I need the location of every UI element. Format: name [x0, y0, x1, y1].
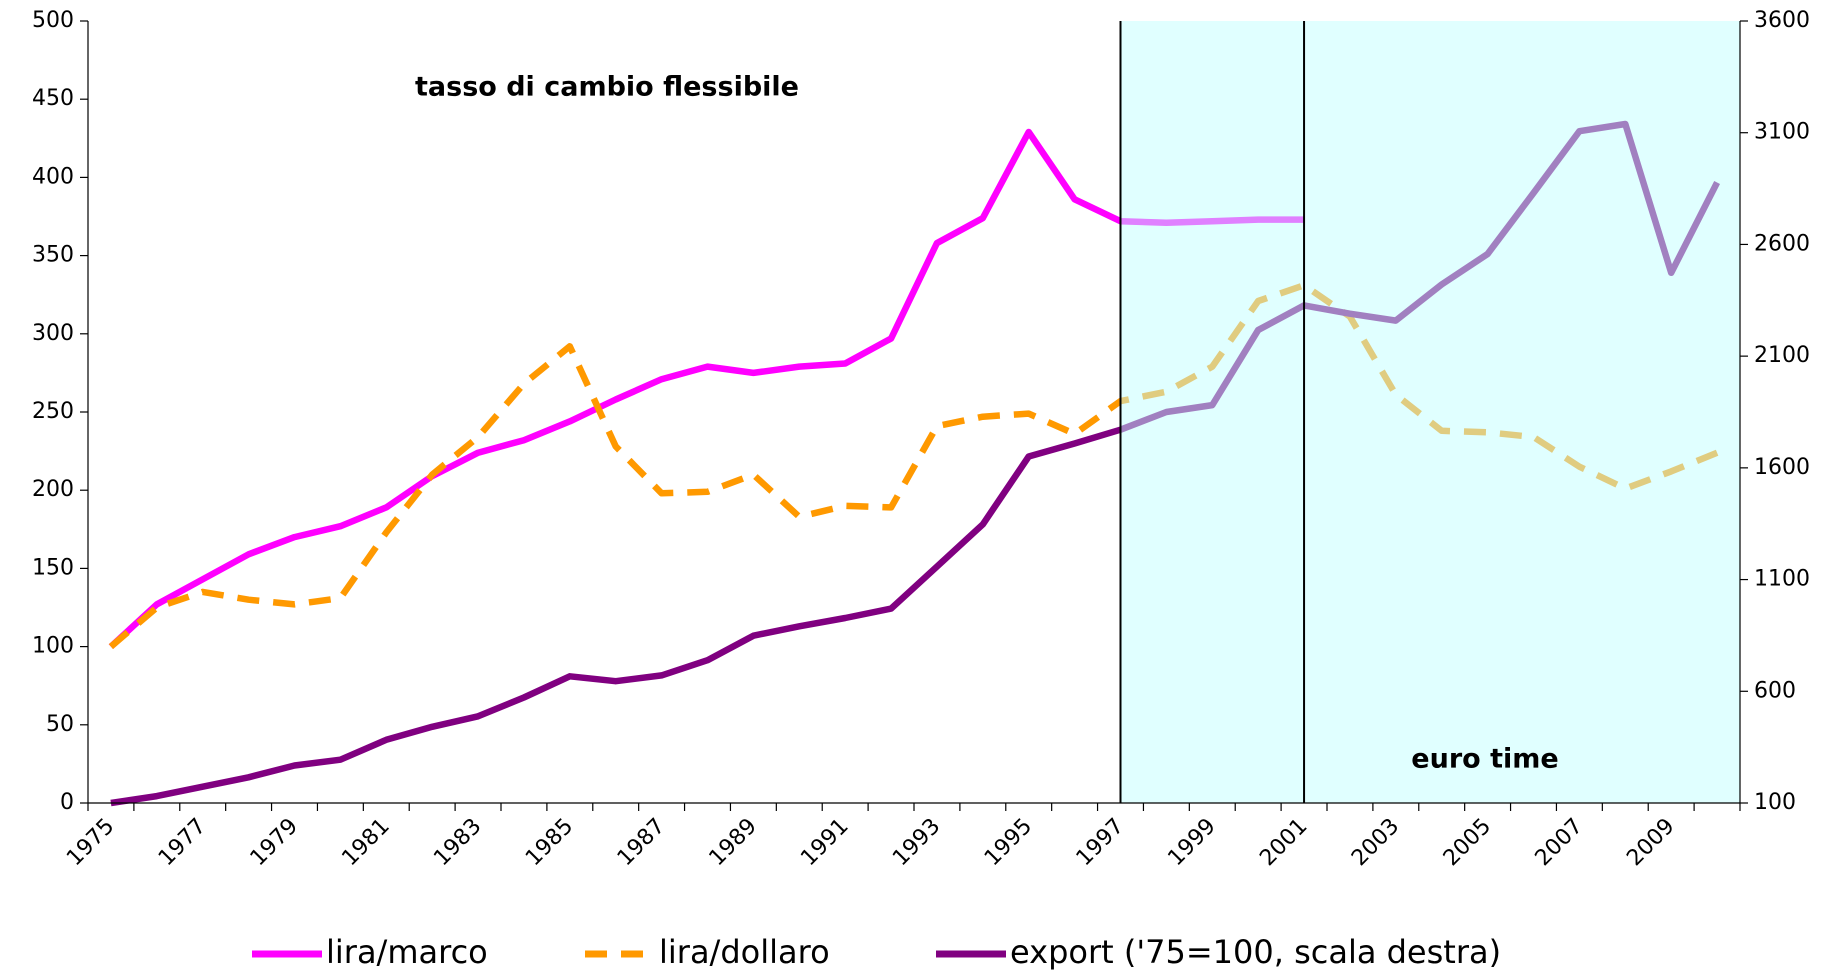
legend-label: export ('75=100, scala destra) — [1010, 933, 1501, 971]
y-tick-label: 150 — [32, 555, 74, 580]
x-tick-label: 1981 — [337, 814, 394, 871]
euro-region — [1120, 21, 1740, 803]
y2-tick-label: 2600 — [1754, 231, 1810, 256]
x-tick-label: 1989 — [705, 814, 762, 871]
x-tick-label: 1979 — [246, 814, 303, 871]
y-tick-label: 400 — [32, 164, 74, 189]
y2-tick-label: 3600 — [1754, 8, 1810, 33]
y2-tick-label: 1100 — [1754, 567, 1810, 592]
y-tick-label: 250 — [32, 399, 74, 424]
y2-tick-label: 100 — [1754, 790, 1796, 815]
x-tick-label: 1977 — [154, 814, 211, 871]
y2-tick-label: 1600 — [1754, 455, 1810, 480]
annotation: tasso di cambio flessibile — [415, 72, 799, 103]
x-tick-label: 1983 — [429, 814, 486, 871]
legend-label: lira/marco — [326, 933, 488, 971]
y2-tick-label: 600 — [1754, 678, 1796, 703]
y-tick-label: 0 — [60, 790, 74, 815]
x-tick-label: 2005 — [1439, 814, 1496, 871]
y-tick-label: 300 — [32, 321, 74, 346]
y-tick-label: 100 — [32, 634, 74, 659]
y2-tick-label: 3100 — [1754, 120, 1810, 145]
annotation: euro time — [1411, 744, 1558, 775]
x-tick-label: 1993 — [888, 814, 945, 871]
x-tick-label: 1975 — [62, 814, 119, 871]
y-tick-label: 200 — [32, 477, 74, 502]
legend-label: lira/dollaro — [659, 933, 830, 971]
x-tick-label: 2003 — [1347, 814, 1404, 871]
series-line — [108, 128, 1305, 649]
y2-tick-label: 2100 — [1754, 343, 1810, 368]
x-tick-label: 1995 — [980, 814, 1037, 871]
y-tick-label: 50 — [46, 712, 74, 737]
x-tick-label: 1997 — [1072, 814, 1129, 871]
y-tick-label: 500 — [32, 8, 74, 33]
x-tick-label: 2007 — [1531, 814, 1588, 871]
x-tick-label: 2001 — [1255, 814, 1312, 871]
x-tick-label: 2009 — [1622, 814, 1679, 871]
y-tick-label: 350 — [32, 243, 74, 268]
x-tick-label: 1991 — [796, 814, 853, 871]
plot-area — [108, 21, 1740, 807]
y-tick-label: 450 — [32, 86, 74, 111]
x-tick-label: 1999 — [1163, 814, 1220, 871]
x-tick-label: 1985 — [521, 814, 578, 871]
x-tick-label: 1987 — [613, 814, 670, 871]
